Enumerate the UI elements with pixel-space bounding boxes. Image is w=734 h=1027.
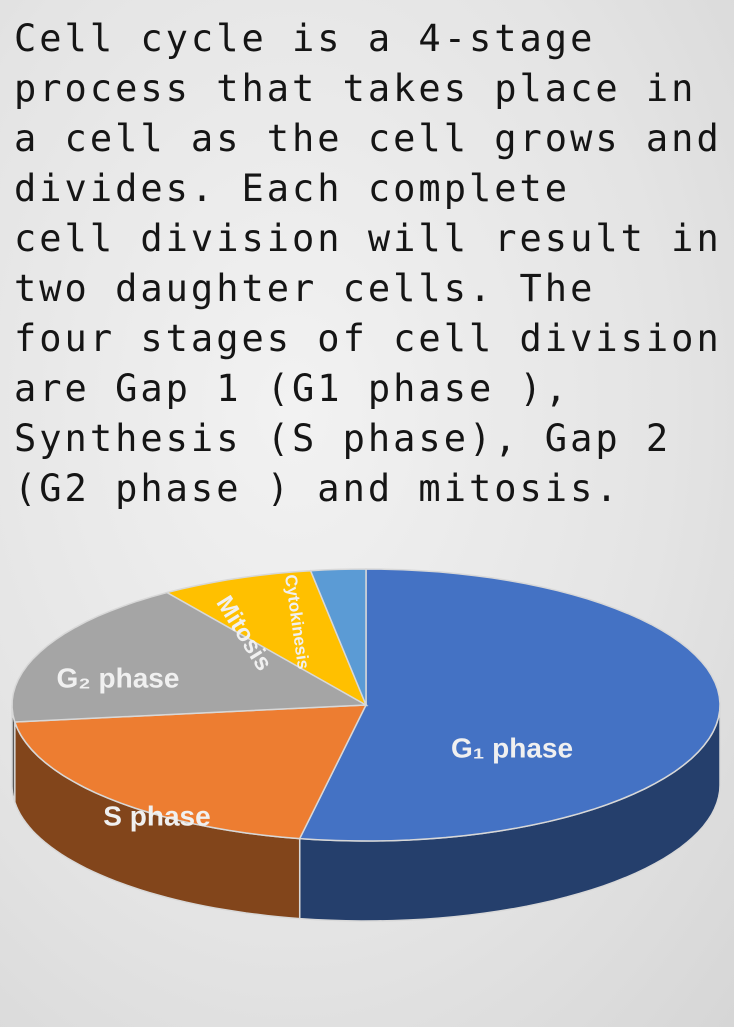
text-line: divides. Each complete xyxy=(14,167,571,210)
text-line: process that takes place in xyxy=(14,67,697,110)
pie-slice xyxy=(11,591,369,723)
pie-slice xyxy=(309,568,367,706)
slice-label: S phase xyxy=(103,800,210,831)
text-line: are Gap 1 (G1 phase ), xyxy=(14,367,571,410)
slice-label: G₁ phase xyxy=(451,732,573,763)
text-line: cell division will result in xyxy=(14,217,722,260)
pie-slice xyxy=(13,704,368,840)
text-line: Synthesis (S phase), Gap 2 xyxy=(14,417,672,460)
pie-slice xyxy=(164,569,368,707)
text-line: Cell cycle is a 4-stage xyxy=(14,17,596,60)
text-line: a cell as the cell grows and xyxy=(14,117,722,160)
text-line: two daughter cells. The xyxy=(14,267,596,310)
pie-slice xyxy=(298,568,721,842)
paragraph: Cell cycle is a 4-stage process that take… xyxy=(14,14,729,514)
slice-label: G₂ phase xyxy=(57,662,180,693)
text-line: (G2 phase ) and mitosis. xyxy=(14,467,621,510)
text-line: four stages of cell division xyxy=(14,317,722,360)
